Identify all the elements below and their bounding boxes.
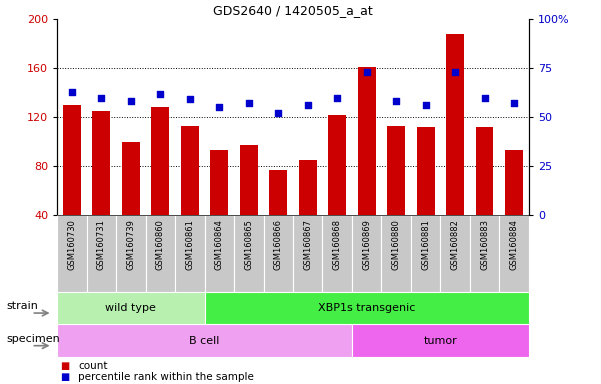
Point bbox=[273, 110, 283, 116]
Bar bbox=[57, 324, 352, 357]
Bar bbox=[382, 215, 411, 292]
Bar bbox=[57, 215, 87, 292]
Point bbox=[450, 69, 460, 75]
Bar bbox=[87, 215, 116, 292]
Text: B cell: B cell bbox=[189, 336, 220, 346]
Text: GSM160869: GSM160869 bbox=[362, 219, 371, 270]
Point bbox=[362, 69, 371, 75]
Text: ■: ■ bbox=[60, 361, 69, 371]
Point bbox=[509, 100, 519, 106]
Text: GSM160864: GSM160864 bbox=[215, 219, 224, 270]
Bar bbox=[352, 215, 382, 292]
Point bbox=[126, 98, 136, 104]
Text: GSM160865: GSM160865 bbox=[244, 219, 253, 270]
Bar bbox=[299, 160, 317, 215]
Text: wild type: wild type bbox=[105, 303, 156, 313]
Bar bbox=[263, 215, 293, 292]
Bar bbox=[234, 215, 263, 292]
Point bbox=[421, 102, 430, 108]
Bar bbox=[352, 324, 529, 357]
Point bbox=[67, 89, 77, 95]
Bar bbox=[122, 142, 139, 215]
Text: GSM160861: GSM160861 bbox=[185, 219, 194, 270]
Text: GSM160730: GSM160730 bbox=[67, 219, 76, 270]
Bar bbox=[175, 215, 204, 292]
Text: GSM160881: GSM160881 bbox=[421, 219, 430, 270]
Bar bbox=[204, 215, 234, 292]
Point bbox=[480, 94, 489, 101]
Text: GSM160883: GSM160883 bbox=[480, 219, 489, 270]
Text: XBP1s transgenic: XBP1s transgenic bbox=[318, 303, 415, 313]
Text: GSM160860: GSM160860 bbox=[156, 219, 165, 270]
Bar bbox=[387, 126, 405, 215]
Bar bbox=[441, 215, 470, 292]
Text: strain: strain bbox=[6, 301, 38, 311]
Point bbox=[215, 104, 224, 111]
Text: GSM160867: GSM160867 bbox=[304, 219, 313, 270]
Bar bbox=[447, 34, 464, 215]
Point bbox=[391, 98, 401, 104]
Bar bbox=[181, 126, 198, 215]
Bar bbox=[358, 67, 376, 215]
Text: tumor: tumor bbox=[424, 336, 457, 346]
Bar bbox=[499, 215, 529, 292]
Point bbox=[244, 100, 254, 106]
Point bbox=[97, 94, 106, 101]
Text: percentile rank within the sample: percentile rank within the sample bbox=[78, 372, 254, 382]
Bar bbox=[470, 215, 499, 292]
Bar bbox=[293, 215, 323, 292]
Title: GDS2640 / 1420505_a_at: GDS2640 / 1420505_a_at bbox=[213, 3, 373, 17]
Bar bbox=[328, 115, 346, 215]
Bar bbox=[204, 292, 529, 324]
Bar bbox=[240, 145, 258, 215]
Text: GSM160880: GSM160880 bbox=[392, 219, 401, 270]
Text: GSM160882: GSM160882 bbox=[451, 219, 460, 270]
Bar bbox=[63, 105, 81, 215]
Text: ■: ■ bbox=[60, 372, 69, 382]
Text: GSM160731: GSM160731 bbox=[97, 219, 106, 270]
Bar bbox=[210, 150, 228, 215]
Text: specimen: specimen bbox=[6, 334, 59, 344]
Text: GSM160739: GSM160739 bbox=[126, 219, 135, 270]
Bar bbox=[417, 127, 435, 215]
Bar bbox=[505, 150, 523, 215]
Bar bbox=[151, 108, 169, 215]
Point bbox=[185, 96, 195, 103]
Bar bbox=[57, 292, 204, 324]
Bar bbox=[476, 127, 493, 215]
Text: GSM160868: GSM160868 bbox=[333, 219, 342, 270]
Bar bbox=[411, 215, 441, 292]
Bar bbox=[116, 215, 145, 292]
Text: GSM160884: GSM160884 bbox=[510, 219, 519, 270]
Bar bbox=[93, 111, 110, 215]
Text: GSM160866: GSM160866 bbox=[273, 219, 282, 270]
Point bbox=[156, 91, 165, 97]
Point bbox=[332, 94, 342, 101]
Text: count: count bbox=[78, 361, 108, 371]
Bar bbox=[145, 215, 175, 292]
Bar bbox=[323, 215, 352, 292]
Bar bbox=[269, 170, 287, 215]
Point bbox=[303, 102, 313, 108]
